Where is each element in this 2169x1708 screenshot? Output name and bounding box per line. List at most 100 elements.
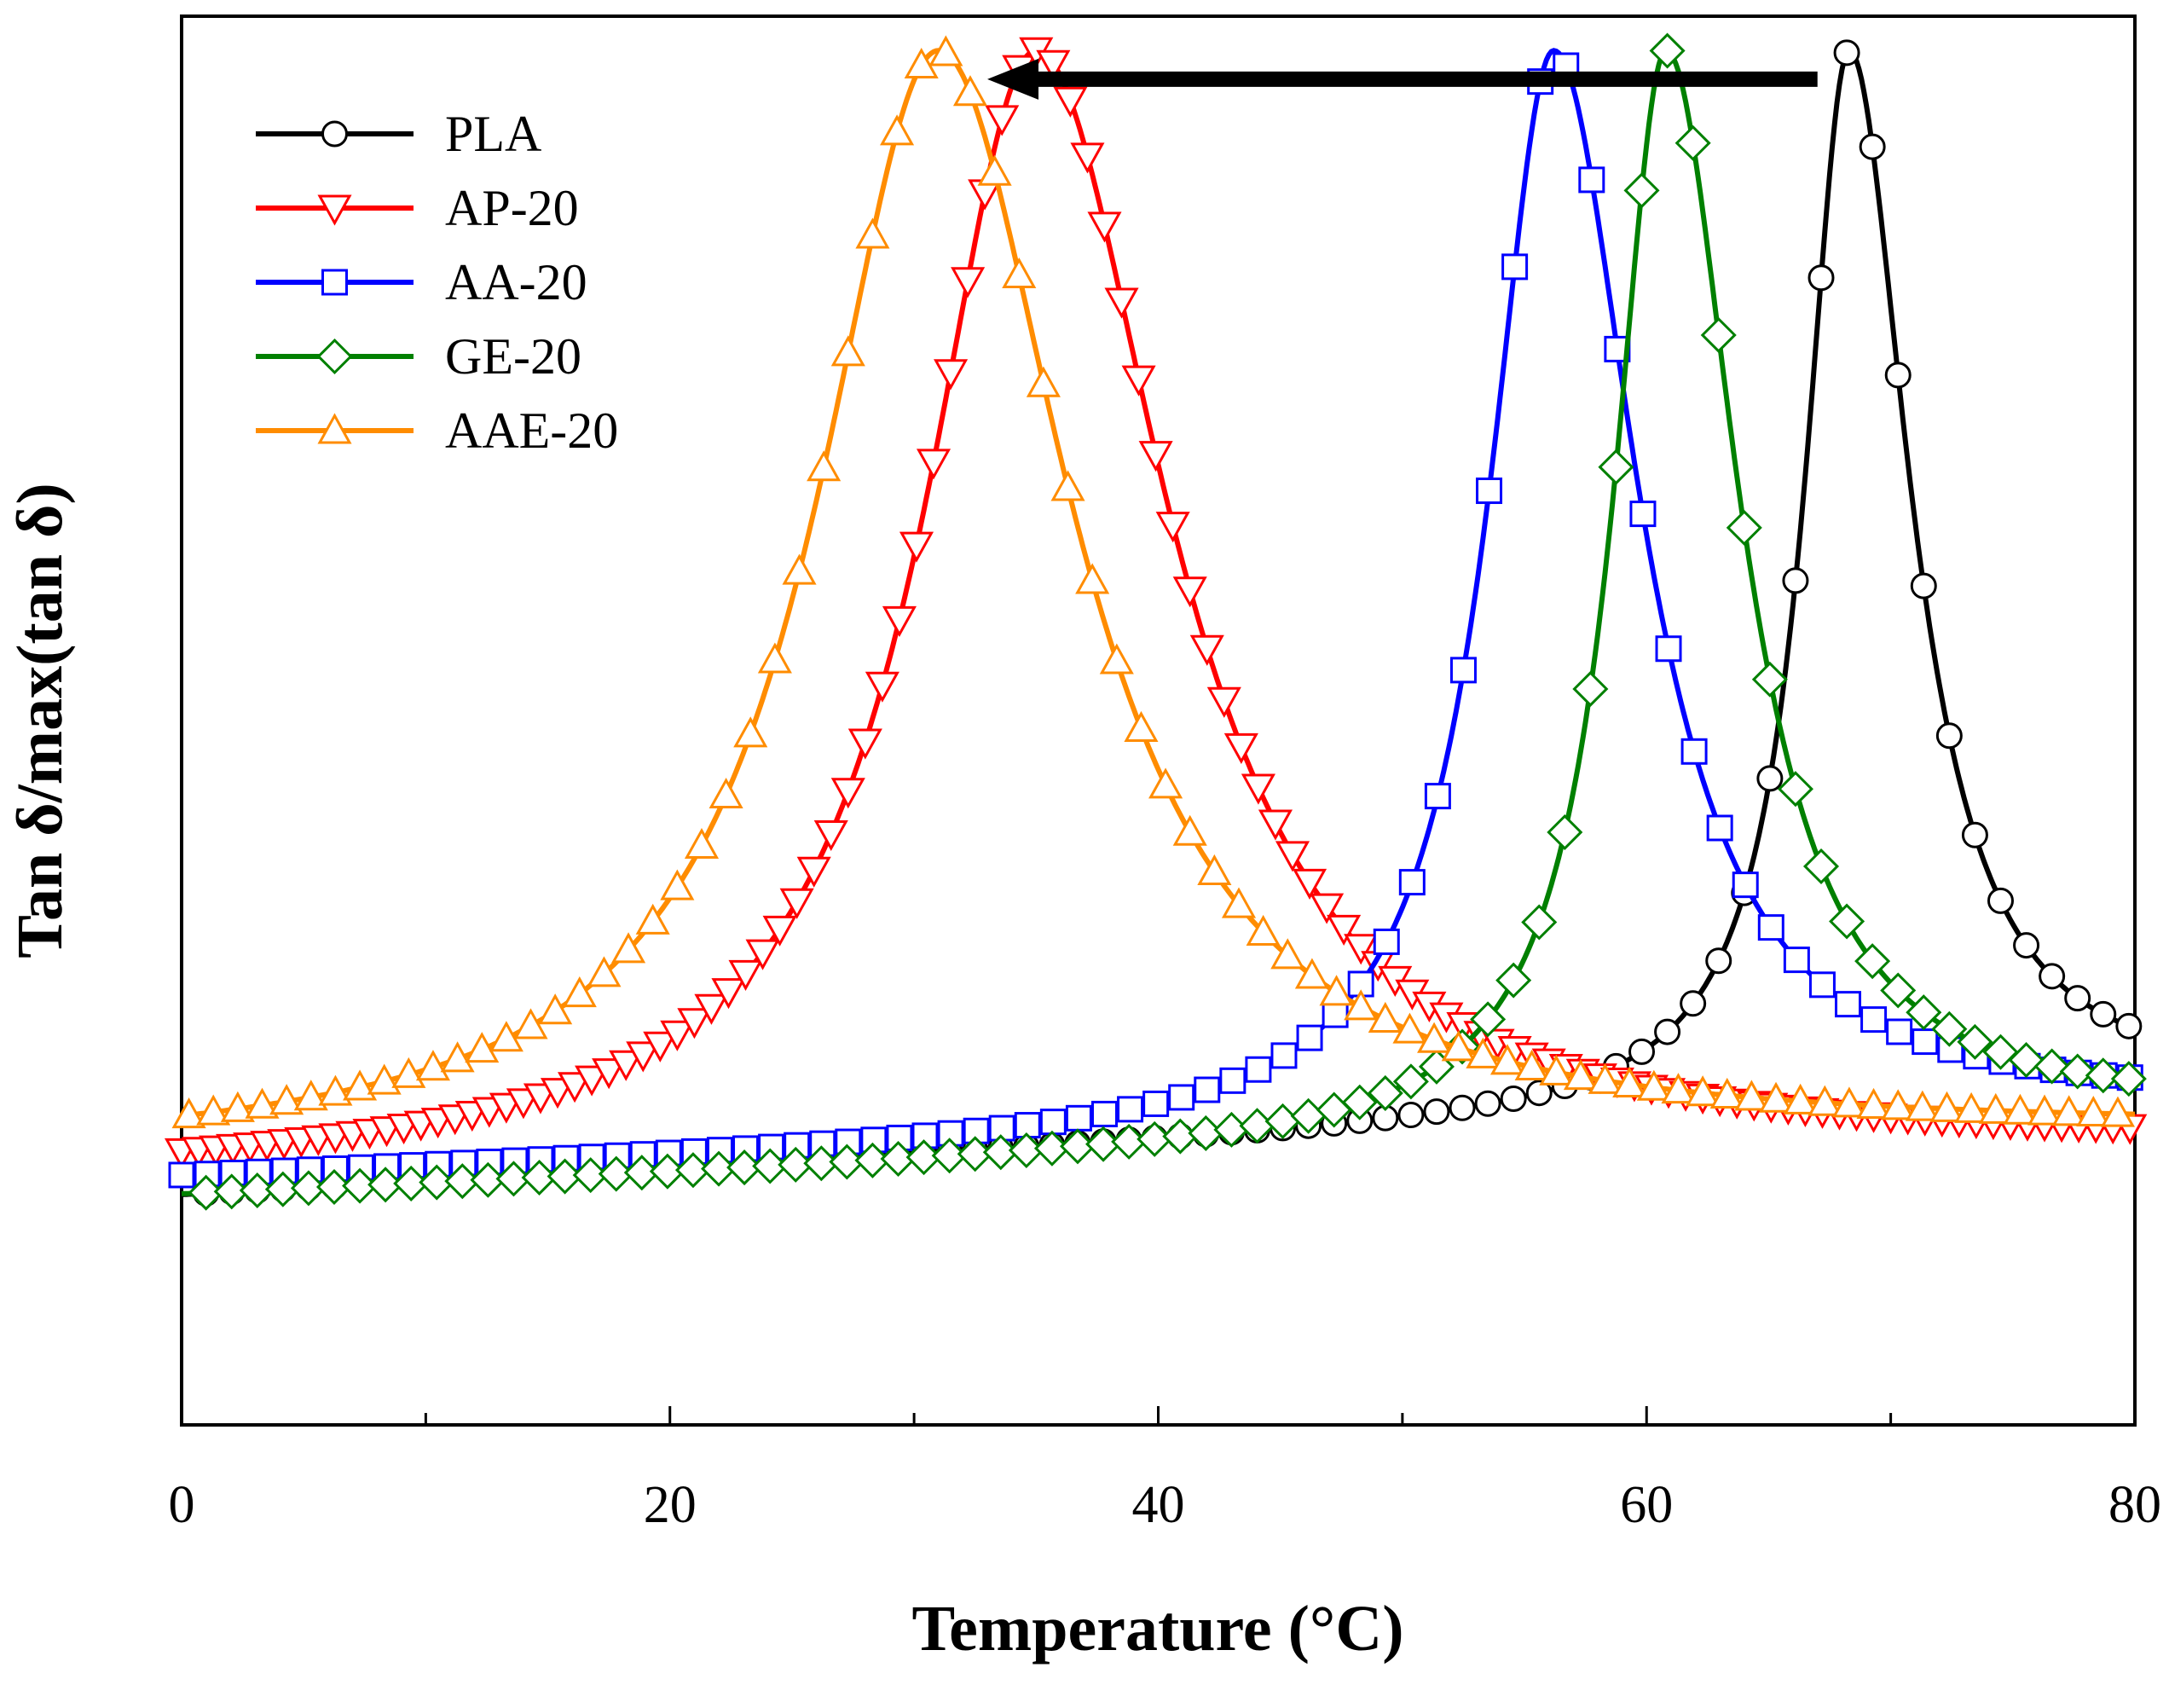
data-point [367, 1063, 402, 1095]
data-point [701, 1150, 737, 1187]
data-point [1906, 994, 1942, 1031]
data-point [1014, 1112, 1041, 1139]
data-point [264, 1171, 301, 1207]
data-point [1065, 1104, 1092, 1132]
data-point [572, 1157, 609, 1194]
data-point [626, 1041, 661, 1073]
data-point [1495, 962, 1532, 999]
data-point [1978, 1092, 2013, 1124]
data-point [985, 105, 1020, 136]
data-point [1929, 1091, 1964, 1122]
data-point [1099, 643, 1134, 675]
legend-label: PLA [445, 106, 541, 162]
data-point [1700, 316, 1737, 353]
data-point [1636, 1069, 1671, 1101]
data-point [1726, 509, 1762, 546]
series-layer [164, 32, 2148, 1211]
data-point [905, 1139, 942, 1176]
data-point [1470, 1001, 1507, 1038]
data-point [1859, 133, 1886, 160]
data-point [1090, 1100, 1118, 1127]
data-point [757, 642, 792, 674]
legend-label: AP-20 [445, 180, 579, 236]
data-point [1655, 635, 1682, 663]
data-point [1319, 975, 1354, 1006]
data-point [1572, 670, 1609, 707]
data-point [829, 1143, 865, 1180]
data-point [1270, 938, 1305, 970]
data-point [957, 1136, 993, 1172]
data-point [1563, 1059, 1598, 1091]
data-point [1783, 1083, 1818, 1115]
data-point [1441, 1030, 1476, 1062]
data-point [444, 1163, 481, 1200]
data-point [1449, 657, 1477, 684]
data-point [1829, 903, 1865, 940]
data-point [575, 1065, 610, 1097]
data-point [2100, 1096, 2136, 1127]
data-point [611, 932, 646, 964]
data-point [1008, 1132, 1044, 1169]
data-point [904, 47, 939, 79]
data-point [1424, 783, 1451, 810]
data-point [1275, 841, 1310, 872]
data-point [1258, 809, 1293, 841]
data-point [1500, 1085, 1527, 1112]
data-point [1026, 366, 1061, 397]
data-point [1197, 854, 1232, 885]
data-point [1884, 362, 1912, 389]
data-point [1368, 1001, 1403, 1033]
data-point [1931, 1010, 1968, 1047]
data-point [1172, 814, 1207, 846]
data-point [1756, 765, 1784, 792]
data-point [1905, 1090, 1940, 1121]
legend-item-ge-20: GE-20 [256, 328, 581, 385]
data-point [1124, 710, 1159, 742]
data-point [1223, 732, 1258, 764]
data-point [782, 553, 817, 585]
data-point [855, 217, 890, 249]
data-point [1392, 1063, 1429, 1100]
legend-marker [321, 269, 348, 296]
data-point [1310, 893, 1345, 924]
data-point [1322, 1001, 1349, 1028]
data-point [1367, 1074, 1403, 1111]
data-point [1294, 958, 1329, 989]
data-point [1219, 1067, 1246, 1094]
data-point [1172, 576, 1207, 608]
shift-arrow-head [987, 58, 1039, 100]
data-point [952, 75, 988, 107]
data-point [538, 993, 573, 1025]
data-point [2008, 1042, 2045, 1079]
data-point [489, 1021, 523, 1052]
data-point [419, 1164, 455, 1201]
data-point [1213, 1111, 1250, 1148]
data-point [1854, 943, 1891, 980]
data-point [1860, 1006, 1888, 1033]
legend-marker [317, 194, 352, 226]
legend-marker [317, 413, 352, 444]
data-point [188, 1174, 224, 1211]
data-point [367, 1167, 404, 1203]
data-point [1221, 887, 1257, 918]
legend: PLA AP-20 AA-20 GE-20 AAE-20 [256, 106, 618, 459]
data-point [1808, 971, 1836, 999]
data-point [393, 1165, 430, 1201]
data-point [1344, 934, 1379, 965]
data-point [213, 1173, 250, 1210]
data-point [1117, 1096, 1144, 1123]
data-point [1734, 1080, 1769, 1111]
data-point [1649, 32, 1686, 69]
data-point [762, 915, 797, 947]
data-point [1880, 972, 1917, 1009]
data-point [342, 1167, 379, 1204]
data-point [1709, 1077, 1744, 1109]
series-aae-20 [171, 35, 2136, 1129]
data-point [598, 1155, 634, 1192]
data-point [1705, 947, 1732, 975]
data-point [1039, 1109, 1067, 1136]
data-point [440, 1041, 475, 1073]
data-point [1521, 904, 1558, 941]
data-point [1104, 287, 1139, 319]
data-point [1347, 970, 1374, 998]
